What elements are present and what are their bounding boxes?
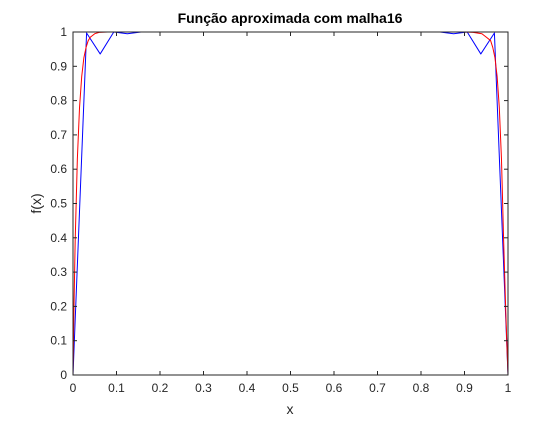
axes-box bbox=[72, 31, 509, 376]
y-tick-label: 0.3 bbox=[50, 265, 67, 279]
x-tick-label: 0.8 bbox=[413, 381, 430, 395]
x-tick-label: 0.3 bbox=[195, 381, 212, 395]
y-tick-label: 0.1 bbox=[50, 334, 67, 348]
plot-area bbox=[73, 32, 508, 375]
chart-title: Função aproximada com malha16 bbox=[178, 10, 403, 26]
x-tick-label: 0.7 bbox=[369, 381, 386, 395]
x-tick-label: 0.9 bbox=[456, 381, 473, 395]
y-ticks: 0 0.1 0.2 0.3 0.4 0.5 0.6 0.7 0.8 0.9 1 bbox=[50, 25, 508, 382]
x-tick-label: 1 bbox=[505, 381, 512, 395]
x-axis-label: x bbox=[287, 401, 294, 417]
x-tick-label: 0.5 bbox=[282, 381, 299, 395]
x-ticks: 0 0.1 0.2 0.3 0.4 0.5 0.6 0.7 0.8 0.9 1 bbox=[70, 32, 512, 395]
y-tick-label: 0.4 bbox=[50, 231, 67, 245]
y-tick-label: 0.2 bbox=[50, 299, 67, 313]
x-tick-label: 0.6 bbox=[326, 381, 343, 395]
y-tick-label: 0.8 bbox=[50, 94, 67, 108]
y-tick-label: 0.7 bbox=[50, 128, 67, 142]
x-tick-label: 0.4 bbox=[239, 381, 256, 395]
x-tick-label: 0.1 bbox=[108, 381, 125, 395]
y-axis-label: f(x) bbox=[28, 193, 44, 213]
x-tick-label: 0.2 bbox=[152, 381, 169, 395]
y-tick-label: 0 bbox=[60, 368, 67, 382]
x-tick-label: 0 bbox=[70, 381, 77, 395]
y-tick-label: 0.6 bbox=[50, 162, 67, 176]
y-tick-label: 0.9 bbox=[50, 59, 67, 73]
y-tick-label: 1 bbox=[60, 25, 67, 39]
y-tick-label: 0.5 bbox=[50, 197, 67, 211]
